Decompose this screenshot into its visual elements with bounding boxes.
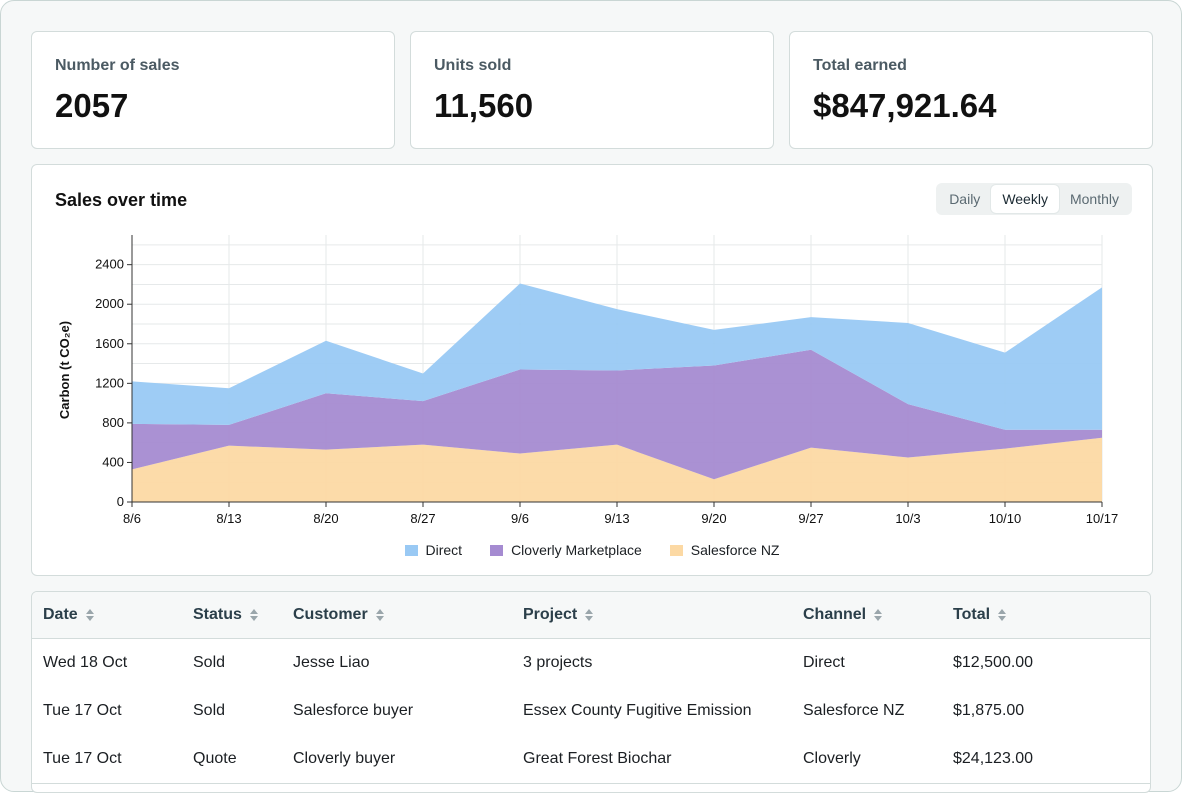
cell-project: 3 projects: [523, 654, 593, 671]
column-header-status[interactable]: Status: [193, 606, 258, 624]
cell-total: $24,123.00: [953, 750, 1034, 767]
sort-icon: [85, 609, 94, 621]
column-header-channel[interactable]: Channel: [803, 606, 883, 624]
legend-label: Salesforce NZ: [690, 542, 780, 558]
table-row[interactable]: Wed 18 Oct Sold Jesse Liao 3 projects Di…: [32, 639, 1150, 688]
chart-legend: Direct Cloverly Marketplace Salesforce N…: [32, 542, 1152, 558]
cell-status: Quote: [193, 750, 237, 767]
x-tick-label: 8/6: [123, 511, 141, 526]
x-tick-label: 8/27: [410, 511, 435, 526]
stat-card-units: Units sold 11,560: [410, 31, 774, 149]
cell-channel: Cloverly: [803, 750, 861, 767]
legend-item-cloverly[interactable]: Cloverly Marketplace: [490, 542, 642, 558]
table-header: Date Status Customer Project Channel Tot…: [32, 592, 1150, 639]
x-tick-label: 8/20: [313, 511, 338, 526]
stat-label: Number of sales: [55, 57, 180, 74]
legend-item-direct[interactable]: Direct: [404, 542, 463, 558]
stat-value: $847,921.64: [813, 87, 997, 124]
column-header-project[interactable]: Project: [523, 606, 594, 624]
y-tick-label: 2000: [95, 296, 124, 311]
sales-area-chart: 0 400 800 1200 1600 2000 2400 8/6 8/13 8/20 8/27 9/…: [57, 235, 1119, 526]
chart-card: Sales over time Daily Weekly Monthly 0 40…: [31, 164, 1153, 576]
cell-total: $1,875.00: [953, 702, 1025, 719]
column-header-customer[interactable]: Customer: [293, 606, 384, 624]
legend-swatch: [490, 544, 504, 556]
sort-icon: [249, 609, 258, 621]
stat-value: 2057: [55, 87, 129, 124]
x-tick-label: 9/6: [511, 511, 529, 526]
stat-card-earned: Total earned $847,921.64: [789, 31, 1153, 149]
cell-date: Tue 17 Oct: [43, 750, 122, 767]
column-header-total[interactable]: Total: [953, 606, 1007, 624]
x-tick-label: 9/20: [701, 511, 726, 526]
sort-icon: [585, 609, 594, 621]
x-tick-label: 8/13: [216, 511, 241, 526]
x-tick-label: 9/13: [604, 511, 629, 526]
cell-project: Essex County Fugitive Emission: [523, 702, 752, 719]
legend-swatch: [669, 544, 683, 556]
x-tick-label: 9/27: [798, 511, 823, 526]
sort-icon: [874, 609, 883, 621]
cell-date: Tue 17 Oct: [43, 702, 122, 719]
cell-status: Sold: [193, 654, 226, 671]
legend-label: Direct: [425, 542, 463, 558]
x-tick-label: 10/3: [895, 511, 920, 526]
cell-total: $12,500.00: [953, 654, 1034, 671]
stat-value: 11,560: [434, 87, 534, 124]
view-daily-button[interactable]: Daily: [949, 191, 981, 207]
cell-customer: Jesse Liao: [293, 654, 370, 671]
sort-icon: [998, 609, 1007, 621]
cell-customer: Salesforce buyer: [293, 702, 414, 719]
column-header-date[interactable]: Date: [43, 606, 94, 624]
sort-icon: [375, 609, 384, 621]
cell-channel: Direct: [803, 654, 845, 671]
view-toggle: Daily Weekly Monthly: [936, 183, 1132, 215]
cell-channel: Salesforce NZ: [803, 702, 905, 719]
legend-item-salesforce[interactable]: Salesforce NZ: [669, 542, 780, 558]
legend-swatch: [404, 544, 418, 556]
stat-label: Total earned: [813, 57, 907, 74]
stat-card-sales: Number of sales 2057: [31, 31, 395, 149]
view-monthly-button[interactable]: Monthly: [1069, 191, 1119, 207]
cell-customer: Cloverly buyer: [293, 750, 396, 767]
y-tick-label: 2400: [95, 257, 124, 272]
cell-date: Wed 18 Oct: [43, 654, 128, 671]
x-tick-label: 10/17: [1086, 511, 1119, 526]
y-tick-label: 1200: [95, 375, 124, 390]
view-weekly-button[interactable]: Weekly: [991, 185, 1059, 213]
area-cloverly-marketplace: [132, 349, 1102, 480]
y-tick-label: 800: [102, 415, 124, 430]
y-tick-label: 0: [117, 494, 124, 509]
cell-project: Great Forest Biochar: [523, 750, 672, 767]
table-row[interactable]: Tue 17 Oct Sold Salesforce buyer Essex C…: [32, 687, 1150, 736]
table-row[interactable]: Tue 17 Oct Quote Cloverly buyer Great Fo…: [32, 735, 1150, 784]
area-salesforce-nz: [132, 437, 1102, 502]
y-tick-label: 400: [102, 454, 124, 469]
legend-label: Cloverly Marketplace: [511, 542, 642, 558]
y-axis-label: Carbon (t CO₂e): [57, 321, 72, 419]
chart-title: Sales over time: [55, 190, 188, 210]
x-tick-label: 10/10: [989, 511, 1022, 526]
stat-label: Units sold: [434, 57, 512, 74]
sales-table: Date Status Customer Project Channel Tot…: [31, 591, 1151, 793]
cell-status: Sold: [193, 702, 226, 719]
y-tick-label: 1600: [95, 336, 124, 351]
